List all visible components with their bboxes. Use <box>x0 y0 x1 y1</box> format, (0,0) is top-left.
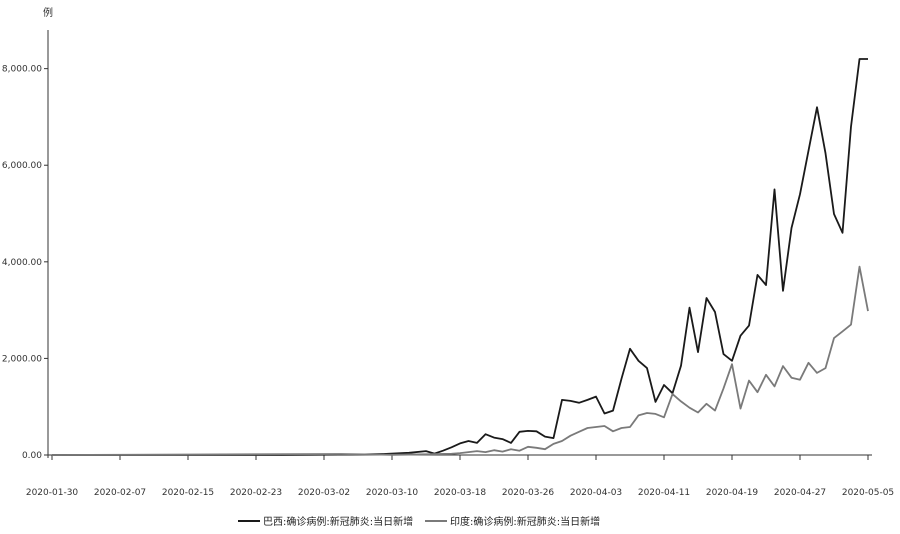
y-tick-label: 2,000.00 <box>2 354 42 364</box>
x-tick-label: 2020-04-11 <box>638 488 690 498</box>
x-tick-label: 2020-02-23 <box>230 488 282 498</box>
y-tick-label: 6,000.00 <box>2 161 42 171</box>
x-axis: 2020-01-30 2020-02-07 2020-02-15 2020-02-23… <box>26 454 894 498</box>
x-tick-label: 2020-04-03 <box>570 488 622 498</box>
x-tick-label: 2020-02-07 <box>94 488 146 498</box>
series-line-india <box>51 265 869 456</box>
legend: 巴西:确诊病例:新冠肺炎:当日新增 印度:确诊病例:新冠肺炎:当日新增 <box>238 515 600 528</box>
y-axis-unit-label: 例 <box>43 6 53 19</box>
series-line-brazil <box>52 58 868 456</box>
y-tick-label: 4,000.00 <box>2 258 42 268</box>
x-tick-label: 2020-02-15 <box>162 488 214 498</box>
y-ticks: 0.00 2,000.00 4,000.00 6,000.00 8,000.00 <box>2 65 48 461</box>
x-tick-label: 2020-03-02 <box>298 488 350 498</box>
legend-label-brazil: 巴西:确诊病例:新冠肺炎:当日新增 <box>263 515 413 528</box>
series-layer <box>51 58 869 456</box>
x-tick-label: 2020-01-30 <box>26 488 79 498</box>
x-tick-label: 2020-03-26 <box>502 488 555 498</box>
y-axis: 例 0.00 2,000.00 4,000.00 6,000.00 8,000.00 <box>2 6 53 461</box>
x-tick-label: 2020-03-18 <box>434 488 487 498</box>
x-tick-label: 2020-05-05 <box>842 488 894 498</box>
x-tick-label: 2020-03-10 <box>366 488 419 498</box>
x-ticks: 2020-01-30 2020-02-07 2020-02-15 2020-02-23… <box>26 455 894 498</box>
legend-item-india: 印度:确诊病例:新冠肺炎:当日新增 <box>425 515 600 528</box>
y-tick-label: 0.00 <box>22 451 42 461</box>
legend-item-brazil: 巴西:确诊病例:新冠肺炎:当日新增 <box>238 515 413 528</box>
x-tick-label: 2020-04-19 <box>706 488 759 498</box>
y-tick-label: 8,000.00 <box>2 65 42 75</box>
x-tick-label: 2020-04-27 <box>774 488 826 498</box>
legend-label-india: 印度:确诊病例:新冠肺炎:当日新增 <box>450 515 600 528</box>
